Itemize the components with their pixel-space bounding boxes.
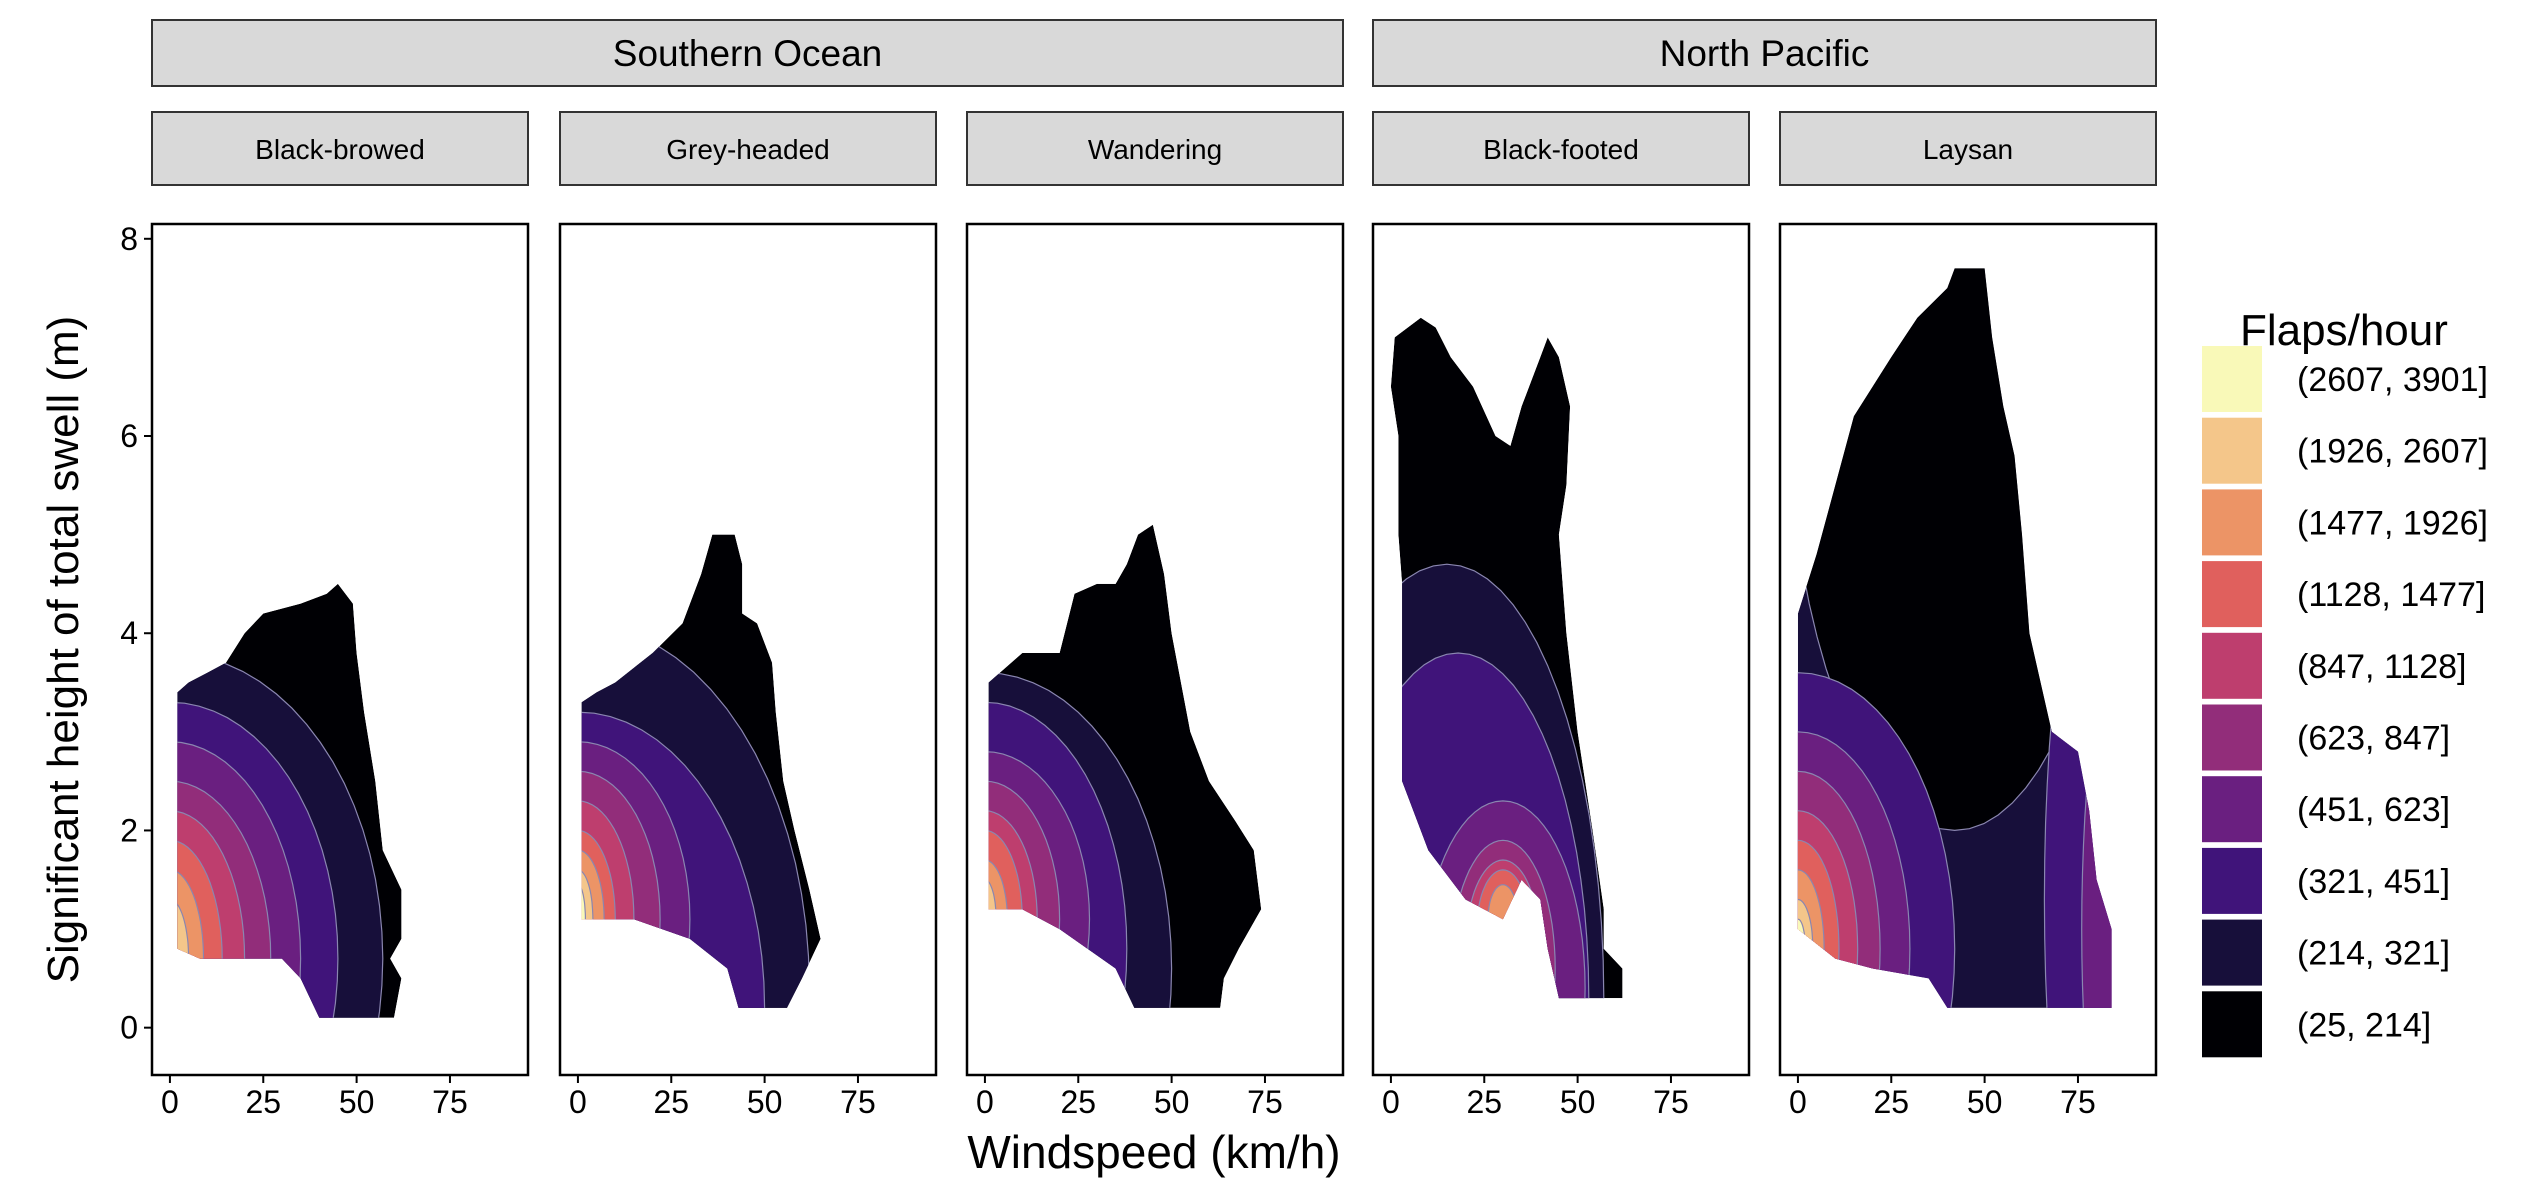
panel-border [558, 222, 938, 1077]
group-strip [1372, 19, 2157, 87]
x-tick-label: 25 [245, 1084, 281, 1120]
legend-key [2202, 561, 2262, 628]
contour-band [581, 884, 587, 955]
panel-border [1371, 222, 1751, 1077]
contour-band [581, 869, 594, 970]
contour-layer [1390, 317, 1623, 999]
contour-band [1487, 884, 1519, 955]
group-strip-label: North Pacific [1660, 33, 1870, 74]
x-tick-label: 50 [1154, 1084, 1190, 1120]
panel-strip [559, 111, 937, 186]
panel-strip [1779, 111, 2157, 186]
y-tick-label: 4 [120, 615, 138, 651]
group-strip [151, 19, 1344, 87]
panel-strip-label: Laysan [1923, 134, 2013, 165]
y-axis-title: Significant height of total swell (m) [39, 316, 88, 984]
legend-key [2202, 417, 2262, 484]
x-tick-label: 50 [339, 1084, 375, 1120]
y-tick-label: 0 [120, 1010, 138, 1046]
x-axis-title: Windspeed (km/h) [967, 1126, 1340, 1178]
x-tick-label: 75 [1653, 1084, 1689, 1120]
x-tick-label: 0 [569, 1084, 587, 1120]
panel-border [150, 222, 530, 1077]
panel-strip [966, 111, 1344, 186]
contour-layer [1797, 268, 2112, 1008]
legend-label: (1128, 1477] [2297, 576, 2485, 614]
x-tick-label: 25 [1466, 1084, 1502, 1120]
panel-strip [151, 111, 529, 186]
legend-key [2202, 919, 2262, 986]
legend-key [2202, 632, 2262, 699]
legend-label: (25, 214] [2297, 1006, 2431, 1044]
x-tick-label: 75 [2060, 1084, 2096, 1120]
legend-label: (623, 847] [2297, 720, 2450, 758]
legend-key [2202, 489, 2262, 556]
legend-label: (1477, 1926] [2297, 504, 2488, 542]
x-tick-label: 0 [1382, 1084, 1400, 1120]
panel-strip-label: Wandering [1088, 134, 1222, 165]
panel-strip-label: Black-browed [255, 134, 425, 165]
legend-key [2202, 847, 2262, 914]
x-tick-label: 50 [1967, 1084, 2003, 1120]
x-tick-label: 50 [1560, 1084, 1596, 1120]
contour-layer [177, 583, 402, 1018]
y-tick-label: 6 [120, 418, 138, 454]
legend-label: (451, 623] [2297, 791, 2450, 829]
contour-band [2081, 602, 2112, 1008]
group-strip-label: Southern Ocean [613, 33, 882, 74]
legend-key [2202, 704, 2262, 771]
legend-key [2202, 991, 2262, 1058]
x-tick-label: 0 [161, 1084, 179, 1120]
legend-label: (214, 321] [2297, 935, 2450, 973]
panel-border [965, 222, 1345, 1077]
legend-key [2202, 346, 2262, 412]
x-tick-label: 50 [747, 1084, 783, 1120]
y-tick-label: 2 [120, 812, 138, 848]
panel-strip [1372, 111, 1750, 186]
contour-band [988, 879, 997, 960]
x-tick-label: 0 [1789, 1084, 1807, 1120]
legend-label: (1926, 2607] [2297, 433, 2488, 471]
x-tick-label: 75 [1247, 1084, 1283, 1120]
legend-key [2202, 776, 2262, 843]
x-tick-label: 25 [1873, 1084, 1909, 1120]
legend-label: (321, 451] [2297, 863, 2450, 901]
contour-band [1797, 898, 1814, 999]
y-tick-label: 8 [120, 221, 138, 257]
panel-border [1778, 222, 2158, 1077]
x-tick-label: 0 [976, 1084, 994, 1120]
x-tick-label: 25 [1060, 1084, 1096, 1120]
panel-strip-label: Grey-headed [666, 134, 829, 165]
x-tick-label: 25 [653, 1084, 689, 1120]
contour-band [177, 898, 190, 1018]
x-tick-label: 75 [840, 1084, 876, 1120]
contour-band [1797, 918, 1807, 980]
contour-band [988, 859, 1008, 980]
contour-layer [581, 534, 821, 1008]
panel-strip-label: Black-footed [1483, 134, 1639, 165]
x-tick-label: 75 [432, 1084, 468, 1120]
legend-title: Flaps/hour [2240, 306, 2448, 355]
contour-layer [988, 524, 1262, 1008]
legend-label: (847, 1128] [2297, 648, 2467, 686]
legend-label: (2607, 3901] [2297, 361, 2488, 399]
